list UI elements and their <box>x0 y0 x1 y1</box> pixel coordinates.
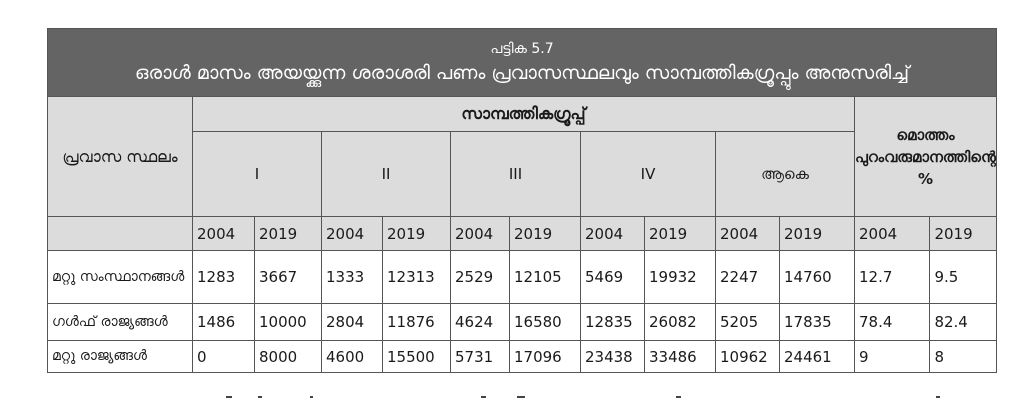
table-cell: 5731 <box>450 340 510 373</box>
year-header: 2019 <box>382 216 451 251</box>
header-total-income-pct: മൊത്തം പുറംവരുമാനത്തിന്റെ % <box>854 96 997 217</box>
table-caption: പട്ടിക 5.7 ഒരാൾ മാസം അയയ്ക്കുന്ന ശരാശരി … <box>47 28 997 97</box>
table-cell: 12313 <box>382 250 451 304</box>
table-cell: 15500 <box>382 340 451 373</box>
year-header: 2004 <box>715 216 780 251</box>
table-cell: 2529 <box>450 250 510 304</box>
table-cell: 2247 <box>715 250 780 304</box>
row-label: മറ്റു സംസ്ഥാനങ്ങൾ <box>47 250 193 304</box>
header-group-1: I <box>192 131 322 217</box>
table-cell: 23438 <box>580 340 645 373</box>
table-cell: 1333 <box>321 250 383 304</box>
cut-off-text-fragment <box>0 396 1024 411</box>
table-cell: 78.4 <box>853 303 931 341</box>
year-header: 2019 <box>254 216 322 251</box>
table-cell: 1486 <box>192 303 255 341</box>
table-cell: 0 <box>192 340 255 373</box>
table-row: മറ്റു സംസ്ഥാനങ്ങൾ 1283 3667 1333 12313 2… <box>47 250 997 304</box>
table-cell: 12.7 <box>853 250 931 304</box>
year-header: 2019 <box>929 216 997 251</box>
table-cell: 9.5 <box>929 250 997 304</box>
header-place: പ്രവാസ സ്ഥലം <box>47 96 193 217</box>
table-cell: 33486 <box>644 340 716 373</box>
year-header: 2004 <box>450 216 510 251</box>
header-group-total: ആകെ <box>715 131 855 217</box>
year-header: 2004 <box>321 216 383 251</box>
table-cell: 10000 <box>254 303 322 341</box>
year-header: 2019 <box>509 216 581 251</box>
table-cell: 5205 <box>715 303 780 341</box>
table-cell: 9 <box>853 340 931 373</box>
header-place-spacer <box>47 216 193 251</box>
table-cell: 4624 <box>450 303 510 341</box>
table-row: മറ്റു രാജ്യങ്ങൾ 0 8000 4600 15500 5731 1… <box>47 340 997 373</box>
header-economic-group: സാമ്പത്തികഗ്രൂപ്പ് <box>192 96 855 132</box>
header-group-3: III <box>450 131 581 217</box>
year-header: 2004 <box>853 216 931 251</box>
table-cell: 8 <box>929 340 997 373</box>
table-cell: 1283 <box>192 250 255 304</box>
year-header: 2004 <box>580 216 645 251</box>
table-cell: 4600 <box>321 340 383 373</box>
year-row: 2004 2019 2004 2019 2004 2019 2004 2019 … <box>47 216 997 251</box>
year-header: 2019 <box>644 216 716 251</box>
table-cell: 10962 <box>715 340 780 373</box>
table-cell: 19932 <box>644 250 716 304</box>
data-table: പട്ടിക 5.7 ഒരാൾ മാസം അയയ്ക്കുന്ന ശരാശരി … <box>47 28 997 373</box>
header-group-2: II <box>321 131 451 217</box>
table-cell: 16580 <box>509 303 581 341</box>
table-cell: 8000 <box>254 340 322 373</box>
table-cell: 17096 <box>509 340 581 373</box>
table-cell: 12835 <box>580 303 645 341</box>
table-cell: 24461 <box>779 340 855 373</box>
year-header: 2004 <box>192 216 255 251</box>
table-cell: 14760 <box>779 250 855 304</box>
table-title: ഒരാൾ മാസം അയയ്ക്കുന്ന ശരാശരി പണം പ്രവാസസ… <box>134 61 910 84</box>
table-cell: 12105 <box>509 250 581 304</box>
table-cell: 3667 <box>254 250 322 304</box>
row-label: മറ്റു രാജ്യങ്ങൾ <box>47 340 193 373</box>
table-cell: 11876 <box>382 303 451 341</box>
table-cell: 5469 <box>580 250 645 304</box>
table-cell: 17835 <box>779 303 855 341</box>
year-header: 2019 <box>779 216 855 251</box>
row-label: ഗൾഫ് രാജ്യങ്ങൾ <box>47 303 193 341</box>
table-cell: 82.4 <box>929 303 997 341</box>
table-cell: 2804 <box>321 303 383 341</box>
table-row: ഗൾഫ് രാജ്യങ്ങൾ 1486 10000 2804 11876 462… <box>47 303 997 341</box>
table-cell: 26082 <box>644 303 716 341</box>
header-group-4: IV <box>580 131 716 217</box>
table-number: പട്ടിക 5.7 <box>490 40 554 57</box>
